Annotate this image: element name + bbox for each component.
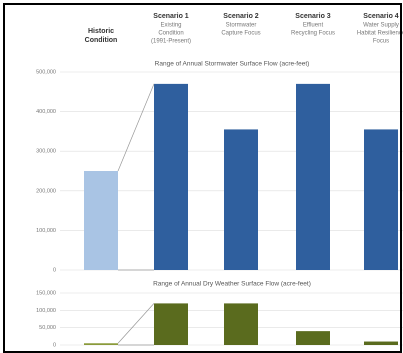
column-title: Scenario 3: [295, 13, 331, 20]
chart-title: Range of Annual Dry Weather Surface Flow…: [153, 281, 311, 288]
column-description: (1991-Present): [151, 39, 191, 45]
column-title: Scenario 2: [223, 13, 259, 20]
y-tick-label: 500,000: [36, 69, 56, 75]
y-tick-label: 100,000: [36, 308, 56, 314]
bar: [154, 83, 188, 270]
bar: [296, 83, 330, 270]
column-description: Condition: [158, 31, 183, 37]
bar: [364, 129, 398, 270]
y-tick-label: 100,000: [36, 228, 56, 234]
y-tick-label: 300,000: [36, 149, 56, 155]
bar: [84, 171, 118, 270]
bar: [364, 341, 398, 345]
bar: [154, 303, 188, 345]
column-title: Scenario 4: [363, 13, 399, 20]
y-tick-label: 400,000: [36, 109, 56, 115]
y-tick-label: 0: [53, 342, 56, 348]
y-tick-label: 50,000: [39, 325, 56, 331]
column-title: Scenario 1: [153, 13, 189, 20]
bar: [224, 303, 258, 345]
column-description: Existing: [160, 23, 181, 29]
column-description: Effluent: [303, 23, 324, 29]
column-description: Capture Focus: [221, 31, 260, 37]
connector: [117, 83, 155, 172]
column-title: Historic: [88, 28, 114, 35]
column-description: Focus: [373, 39, 389, 45]
connector: [117, 303, 155, 344]
y-tick-label: 200,000: [36, 188, 56, 194]
y-tick-label: 0: [53, 267, 56, 273]
column-title: Condition: [85, 37, 118, 44]
y-tick-label: 150,000: [36, 290, 56, 296]
chart-title: Range of Annual Stormwater Surface Flow …: [155, 61, 310, 68]
bar: [224, 129, 258, 270]
column-description: Water Supply: [363, 23, 399, 29]
column-description: Recycling Focus: [291, 31, 335, 37]
column-description: Stormwater: [226, 23, 257, 29]
frame: [3, 3, 402, 353]
column-description: Habitat Resilience: [357, 31, 403, 37]
bar: [296, 331, 330, 345]
bar: [84, 343, 118, 345]
